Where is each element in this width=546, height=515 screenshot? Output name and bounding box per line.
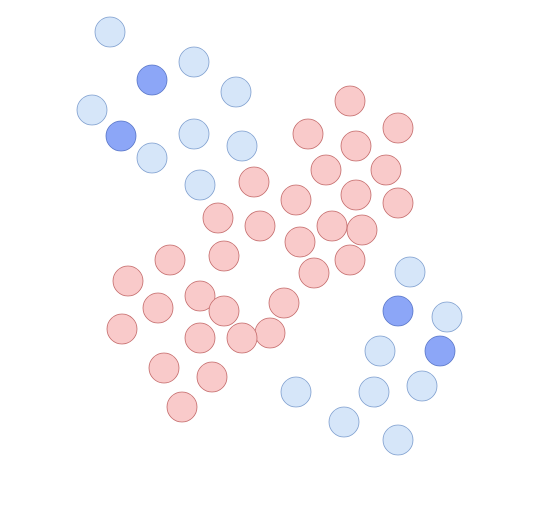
light-blue-dot (431, 301, 463, 333)
light-blue-dot (94, 16, 126, 48)
red-dot (340, 179, 372, 211)
red-dot (340, 130, 372, 162)
red-dot (298, 257, 330, 289)
red-dot (244, 210, 276, 242)
light-blue-dot (136, 142, 168, 174)
red-dot (208, 295, 240, 327)
red-dot (292, 118, 324, 150)
dark-blue-dot (136, 64, 168, 96)
light-blue-dot (280, 376, 312, 408)
dark-blue-dot (382, 295, 414, 327)
dark-blue-dot (105, 120, 137, 152)
red-dot (280, 184, 312, 216)
red-dot (310, 154, 342, 186)
red-dot (106, 313, 138, 345)
red-dot (382, 112, 414, 144)
red-dot (284, 226, 316, 258)
red-dot (184, 280, 216, 312)
red-dot (334, 244, 366, 276)
red-dot (238, 166, 270, 198)
light-blue-dot (178, 46, 210, 78)
red-dot (184, 322, 216, 354)
red-dot (226, 322, 258, 354)
red-dot (254, 317, 286, 349)
light-blue-dot (394, 256, 426, 288)
light-blue-dot (364, 335, 396, 367)
red-dot (334, 85, 366, 117)
dark-blue-dot (424, 335, 456, 367)
light-blue-dot (220, 76, 252, 108)
light-blue-dot (184, 169, 216, 201)
red-dot (316, 210, 348, 242)
red-dot (148, 352, 180, 384)
red-dot (346, 214, 378, 246)
light-blue-dot (178, 118, 210, 150)
light-blue-dot (76, 94, 108, 126)
red-dot (154, 244, 186, 276)
red-dot (268, 287, 300, 319)
light-blue-dot (382, 424, 414, 456)
light-blue-dot (406, 370, 438, 402)
red-dot (166, 391, 198, 423)
red-dot (196, 361, 228, 393)
red-dot (382, 187, 414, 219)
red-dot (370, 154, 402, 186)
light-blue-dot (358, 376, 390, 408)
red-dot (112, 265, 144, 297)
red-dot (208, 240, 240, 272)
light-blue-dot (328, 406, 360, 438)
red-dot (142, 292, 174, 324)
light-blue-dot (226, 130, 258, 162)
red-dot (202, 202, 234, 234)
